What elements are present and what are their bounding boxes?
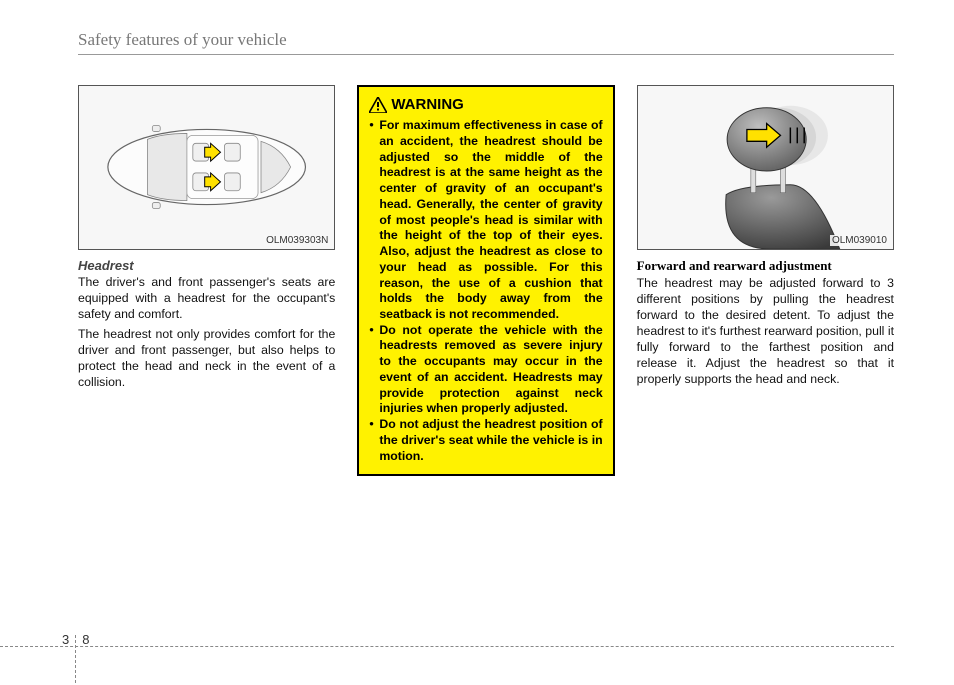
figure-headrest-adjust: OLM039010 [637, 85, 894, 250]
warning-box: WARNING For maximum effectiveness in cas… [357, 85, 614, 476]
warning-item: Do not adjust the headrest position of t… [369, 417, 602, 464]
page-num-separator [75, 635, 76, 683]
figure-car-topview: OLM039303N [78, 85, 335, 250]
warning-item: For maximum effectiveness in case of an … [369, 118, 602, 323]
section-number: 3 [62, 632, 69, 647]
warning-label-text: WARNING [391, 95, 464, 114]
warning-list: For maximum effectiveness in case of an … [369, 118, 602, 464]
body-paragraph: The driver's and front passenger's seats… [78, 275, 335, 323]
manual-page: Safety features of your vehicle [0, 0, 954, 685]
headrest-heading: Headrest [78, 258, 335, 273]
warning-triangle-icon [369, 97, 387, 113]
column-center: WARNING For maximum effectiveness in cas… [357, 85, 614, 476]
body-paragraph: The headrest not only provides comfort f… [78, 327, 335, 391]
warning-item: Do not operate the vehicle with the head… [369, 323, 602, 417]
figure-id-label: OLM039010 [830, 235, 889, 246]
page-header-title: Safety features of your vehicle [78, 30, 894, 55]
body-paragraph: The headrest may be adjusted forward to … [637, 276, 894, 388]
headrest-illustration [638, 86, 893, 249]
page-number-value: 8 [82, 632, 89, 647]
column-left: OLM039303N Headrest The driver's and fro… [78, 85, 335, 476]
car-topview-illustration [79, 86, 334, 249]
figure-id-label: OLM039303N [264, 235, 330, 246]
page-footer-rule [0, 646, 894, 647]
content-columns: OLM039303N Headrest The driver's and fro… [78, 85, 894, 476]
adjustment-heading: Forward and rearward adjustment [637, 258, 894, 274]
warning-title: WARNING [369, 95, 602, 114]
page-number: 3 8 [62, 615, 89, 663]
column-right: OLM039010 Forward and rearward adjustmen… [637, 85, 894, 476]
